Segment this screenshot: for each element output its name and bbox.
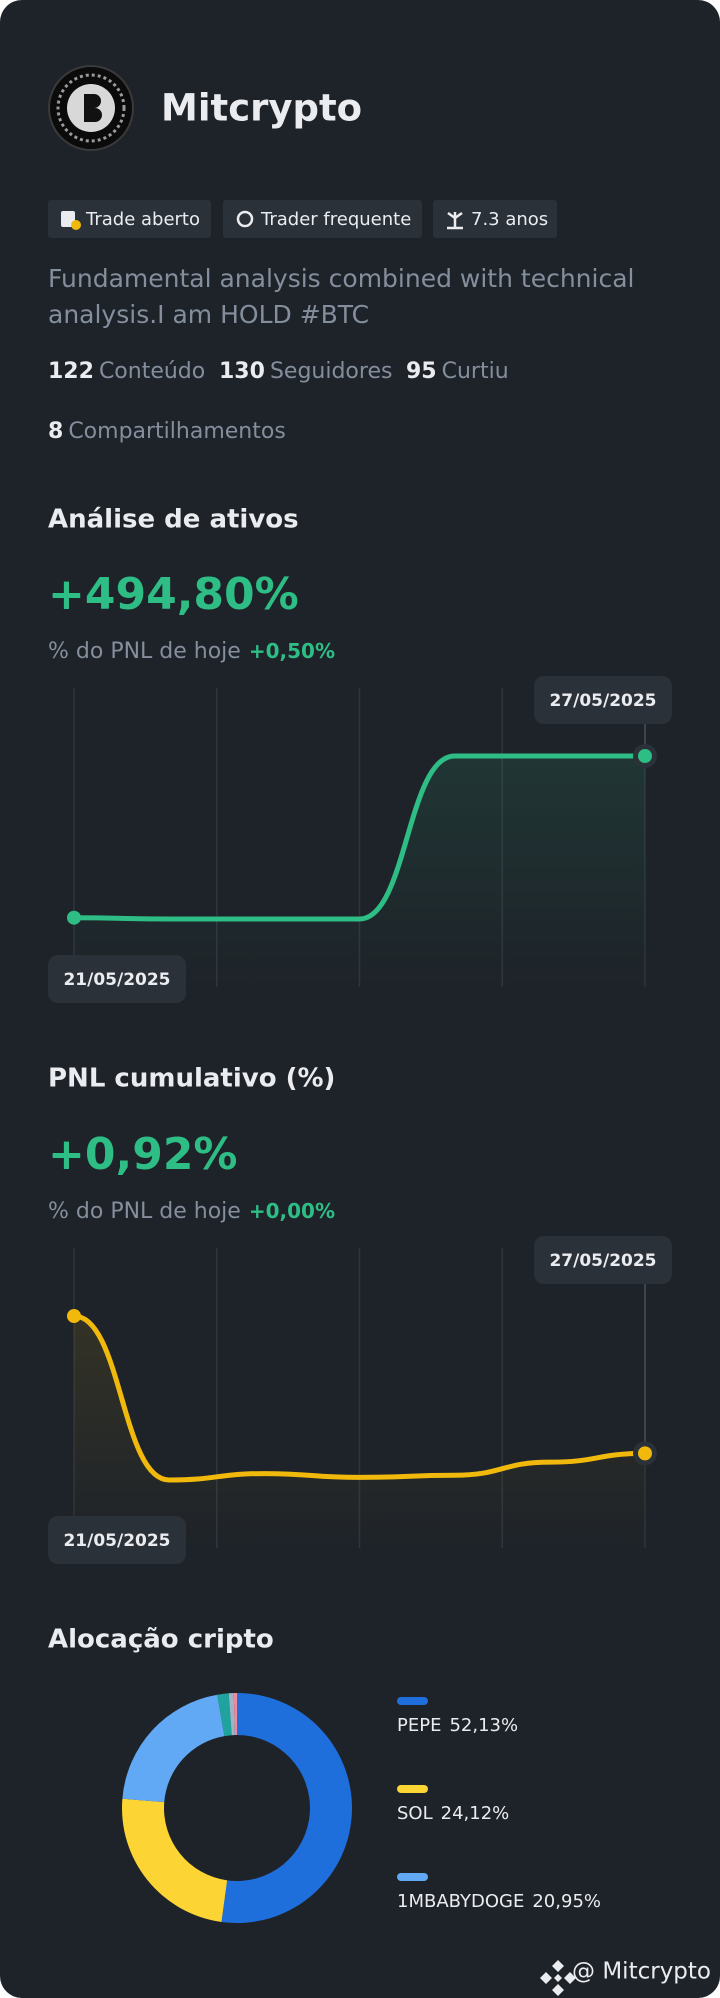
tag: Trade aberto bbox=[48, 200, 211, 238]
stat: 95 Curtiu bbox=[406, 359, 509, 384]
legend-swatch bbox=[397, 1697, 428, 1705]
legend-entry: 1MBABYDOGE 20,95% bbox=[397, 1891, 601, 1912]
legend-name: PEPE bbox=[397, 1715, 441, 1736]
today-value: +0,00% bbox=[249, 1199, 335, 1223]
stat-label: Seguidores bbox=[270, 359, 393, 384]
legend-name: SOL bbox=[397, 1803, 433, 1824]
stats: 122 Conteúdo 130 Seguidores 95 Curtiu 8 Compart… bbox=[48, 359, 509, 444]
donut-slice bbox=[228, 1693, 235, 1736]
avatar bbox=[48, 65, 134, 151]
stat-label: Curtiu bbox=[442, 359, 509, 384]
today-label: % do PNL de hoje bbox=[48, 1199, 241, 1224]
stat-value: 95 bbox=[406, 359, 437, 384]
section-title: PNL cumulativo (%) bbox=[48, 1064, 335, 1094]
tag-label: Trade aberto bbox=[85, 209, 200, 230]
section-title: Alocação cripto bbox=[48, 1625, 274, 1655]
line bbox=[73, 1313, 646, 1483]
tag: 7.3 anos bbox=[433, 200, 557, 238]
donut-slice bbox=[233, 1693, 237, 1736]
legend-swatch bbox=[397, 1785, 428, 1793]
stat: 130 Seguidores bbox=[219, 359, 392, 384]
date-badge bbox=[48, 955, 186, 1003]
date-badge bbox=[534, 1236, 672, 1284]
donut-slice bbox=[221, 1693, 353, 1924]
legend-value: 24,12% bbox=[441, 1803, 510, 1824]
stat-value: 130 bbox=[219, 359, 265, 384]
legend-swatch bbox=[397, 1873, 428, 1881]
today-value: +0,50% bbox=[249, 639, 335, 663]
donut-slice bbox=[217, 1693, 232, 1737]
legend-entry: PEPE 52,13% bbox=[397, 1715, 518, 1736]
stat: 8 Compartilhamentos bbox=[48, 419, 286, 444]
point bbox=[638, 1446, 652, 1461]
section-title: Análise de ativos bbox=[48, 505, 299, 535]
today-label: % do PNL de hoje bbox=[48, 639, 241, 664]
username: Mitcrypto bbox=[161, 87, 362, 130]
date-label: 21/05/2025 bbox=[63, 970, 170, 990]
stat-value: 122 bbox=[48, 359, 94, 384]
area-fill bbox=[74, 1316, 645, 1548]
stat: 122 Conteúdo bbox=[48, 359, 205, 384]
tag-label: Trader frequente bbox=[260, 209, 411, 230]
point bbox=[638, 749, 652, 763]
legend-entry: SOL 24,12% bbox=[397, 1803, 509, 1824]
stat-label: Compartilhamentos bbox=[68, 419, 285, 444]
donut-slice bbox=[122, 1798, 228, 1922]
stat-value: 8 bbox=[48, 419, 63, 444]
date-label: 21/05/2025 bbox=[63, 1531, 170, 1551]
today-pnl: % do PNL de hoje +0,00% bbox=[48, 1199, 335, 1225]
footer-handle: @ Mitcrypto bbox=[572, 1959, 711, 1985]
date-label: 27/05/2025 bbox=[549, 691, 656, 711]
headline-value: +494,80% bbox=[48, 569, 299, 620]
description: analysis.I am HOLD #BTC bbox=[48, 300, 369, 329]
tag: Trader frequente bbox=[223, 200, 422, 238]
date-label: 27/05/2025 bbox=[549, 1251, 656, 1271]
legend-value: 52,13% bbox=[449, 1715, 518, 1736]
stat-label: Conteúdo bbox=[99, 359, 205, 384]
description: Fundamental analysis combined with techn… bbox=[48, 264, 634, 293]
point bbox=[67, 1309, 81, 1323]
tag-label: 7.3 anos bbox=[471, 209, 548, 230]
point bbox=[67, 910, 81, 925]
line bbox=[73, 753, 645, 922]
donut-slice bbox=[122, 1694, 225, 1803]
headline-value: +0,92% bbox=[48, 1129, 238, 1180]
footer: @ Mitcrypto bbox=[540, 1959, 711, 1996]
legend-value: 20,95% bbox=[532, 1891, 601, 1912]
today-pnl: % do PNL de hoje +0,50% bbox=[48, 639, 335, 665]
date-badge bbox=[534, 676, 672, 724]
charts: Análise de ativos +494,80% % do PNL de hoj… bbox=[48, 505, 672, 1924]
area-fill bbox=[74, 756, 645, 987]
date-badge bbox=[48, 1516, 186, 1564]
legend-name: 1MBABYDOGE bbox=[397, 1891, 524, 1912]
